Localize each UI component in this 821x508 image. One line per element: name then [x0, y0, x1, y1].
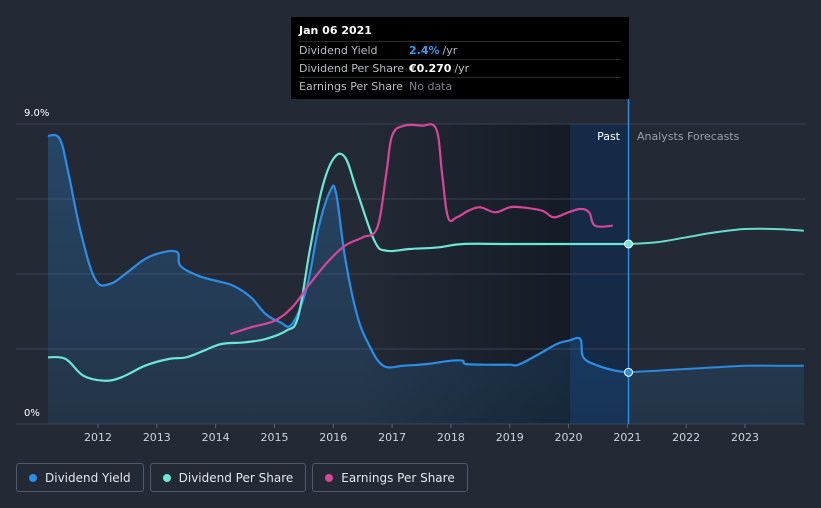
x-tick-label: 2018 [437, 431, 465, 444]
data-tooltip: Jan 06 2021 Dividend Yield 2.4% /yr Divi… [291, 17, 629, 99]
y-min-label: 0% [24, 408, 40, 419]
x-tick-label: 2015 [260, 431, 288, 444]
x-axis-ticks: 2012 2013 2014 2015 2016 2017 2018 2019 2020 2021… [84, 424, 759, 444]
legend-dot-icon [325, 473, 334, 482]
dividend-yield-area [48, 134, 804, 425]
dividend-per-share-line [47, 152, 629, 382]
dividend-per-share-forecast-line [628, 227, 804, 245]
dividend-yield-forecast-line [628, 364, 804, 374]
legend-label: Dividend Per Share [178, 470, 294, 485]
tooltip-date: Jan 06 2021 [299, 24, 372, 37]
legend-label: Earnings Per Share [341, 470, 455, 485]
series-lines [47, 123, 804, 382]
tooltip-row-value: No data [409, 80, 453, 93]
series-fills [48, 134, 804, 425]
tooltip-row-earnings-per-share: Earnings Per Share No data [299, 77, 621, 95]
x-tick-label: 2023 [731, 431, 759, 444]
legend-item-earnings-per-share[interactable]: Earnings Per Share [312, 463, 468, 492]
x-tick-label: 2014 [202, 431, 230, 444]
x-tick-label: 2020 [555, 431, 583, 444]
tooltip-row-label: Dividend Per Share [299, 62, 405, 75]
tooltip-row-label: Earnings Per Share [299, 80, 404, 93]
earnings-per-share-line [229, 123, 613, 336]
past-label: Past [597, 130, 621, 143]
x-tick-label: 2016 [319, 431, 347, 444]
x-tick-label: 2022 [672, 431, 700, 444]
tooltip-row-value: €0.270 [409, 62, 452, 75]
tooltip-row-unit: /yr [442, 44, 458, 57]
x-tick-label: 2017 [378, 431, 406, 444]
x-tick-label: 2012 [84, 431, 112, 444]
legend-item-dividend-per-share[interactable]: Dividend Per Share [149, 463, 307, 492]
x-tick-label: 2019 [496, 431, 524, 444]
legend-label: Dividend Yield [45, 470, 131, 485]
tooltip-row-dividend-yield: Dividend Yield 2.4% /yr [299, 41, 621, 59]
forecast-label: Analysts Forecasts [637, 130, 740, 143]
tooltip-row-dividend-per-share: Dividend Per Share €0.270 /yr [299, 59, 621, 77]
chart-legend: Dividend Yield Dividend Per Share Earnin… [16, 463, 468, 492]
legend-dot-icon [29, 473, 37, 482]
tooltip-row-label: Dividend Yield [299, 44, 378, 57]
tooltip-row-unit: /yr [454, 62, 470, 75]
tooltip-row-value: 2.4% [409, 44, 440, 57]
legend-dot-icon [162, 473, 171, 482]
dividend-per-share-marker [624, 239, 634, 249]
dividend-yield-marker [624, 367, 634, 377]
x-tick-label: 2013 [143, 431, 171, 444]
x-tick-label: 2021 [613, 431, 641, 444]
markers [624, 239, 634, 377]
y-max-label: 9.0% [24, 108, 49, 119]
legend-item-dividend-yield[interactable]: Dividend Yield [16, 463, 144, 492]
dividend-chart: 2012 2013 2014 2015 2016 2017 2018 2019 2020 2021… [16, 99, 805, 444]
dividend-yield-line [47, 133, 629, 374]
